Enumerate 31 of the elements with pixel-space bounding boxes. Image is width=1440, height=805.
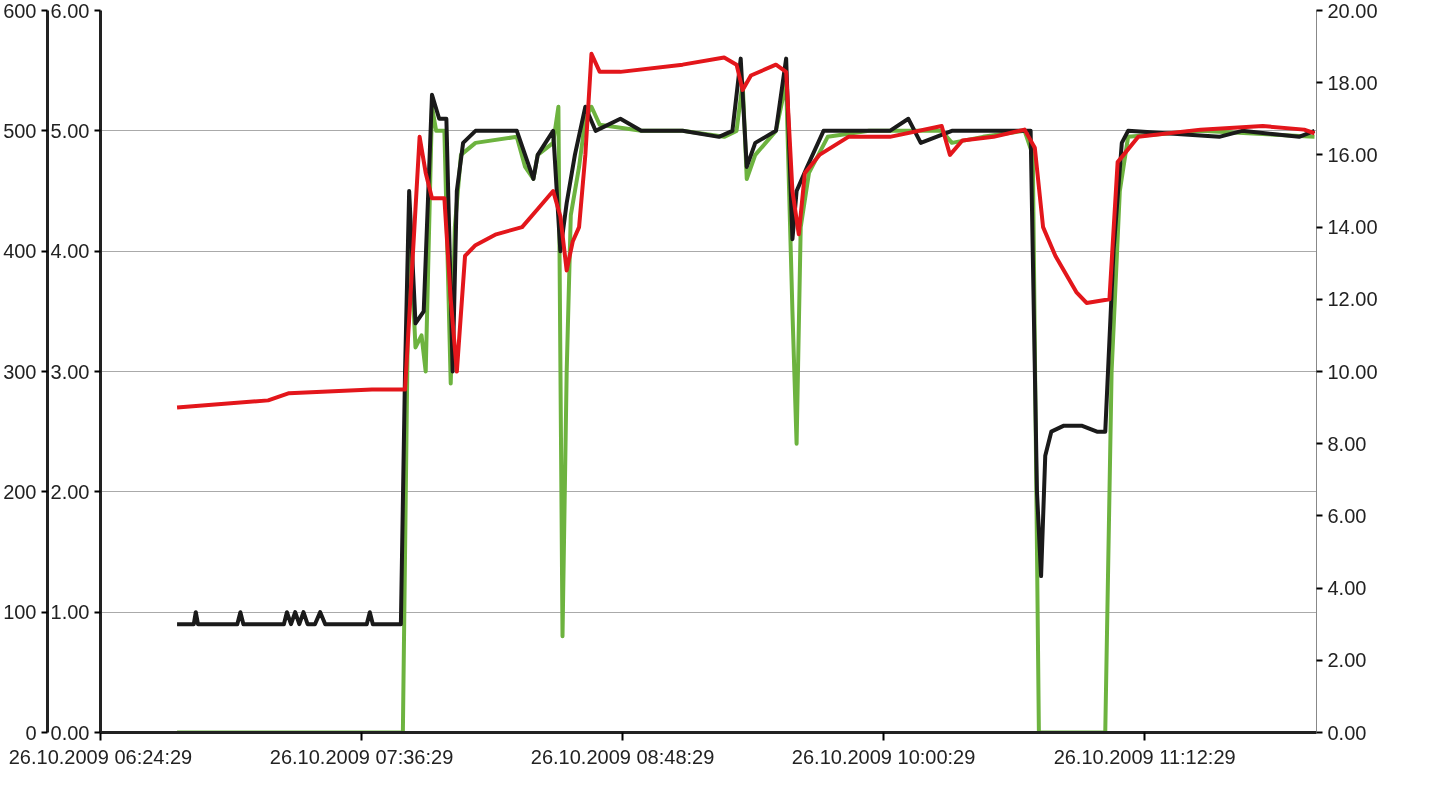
y-tick-label: 500 bbox=[3, 119, 37, 142]
y-tick-label: 0 bbox=[25, 721, 37, 744]
y3-tick-label: 6.00 bbox=[1327, 504, 1367, 527]
x-tick-label: 26.10.2009 06:24:29 bbox=[8, 745, 193, 768]
y3-tick-label: 18.00 bbox=[1327, 71, 1378, 94]
x-tick-label: 26.10.2009 11:12:29 bbox=[1053, 745, 1236, 768]
y-tick-label: 300 bbox=[3, 360, 37, 383]
y3-tick-label: 16.00 bbox=[1327, 143, 1378, 166]
y3-tick-label: 20.00 bbox=[1327, 0, 1378, 22]
y-tick-label: 400 bbox=[3, 240, 37, 263]
y2-tick-label: 1.00 bbox=[50, 601, 90, 624]
y3-tick-label: 14.00 bbox=[1327, 216, 1378, 239]
line-series bbox=[175, 51, 1317, 410]
x-tick-label: 26.10.2009 10:00:29 bbox=[791, 745, 976, 768]
y-tick-label: 600 bbox=[3, 0, 37, 22]
y2-tick-label: 0.00 bbox=[50, 721, 90, 744]
y3-tick-label: 0.00 bbox=[1327, 721, 1367, 744]
y2-tick-label: 6.00 bbox=[50, 0, 90, 22]
y2-tick-label: 4.00 bbox=[50, 240, 90, 263]
y3-tick-label: 4.00 bbox=[1327, 577, 1367, 600]
y2-tick-label: 5.00 bbox=[50, 119, 90, 142]
y2-tick-label: 2.00 bbox=[50, 480, 90, 503]
y3-tick-label: 10.00 bbox=[1327, 360, 1378, 383]
y2-tick-label: 3.00 bbox=[50, 360, 90, 383]
x-tick-label: 26.10.2009 07:36:29 bbox=[269, 745, 454, 768]
y3-tick-label: 8.00 bbox=[1327, 432, 1367, 455]
y3-tick-label: 2.00 bbox=[1327, 649, 1367, 672]
y-tick-label: 100 bbox=[3, 601, 37, 624]
y-tick-label: 200 bbox=[3, 480, 37, 503]
y3-tick-label: 12.00 bbox=[1327, 288, 1378, 311]
x-tick-label: 26.10.2009 08:48:29 bbox=[530, 745, 715, 768]
